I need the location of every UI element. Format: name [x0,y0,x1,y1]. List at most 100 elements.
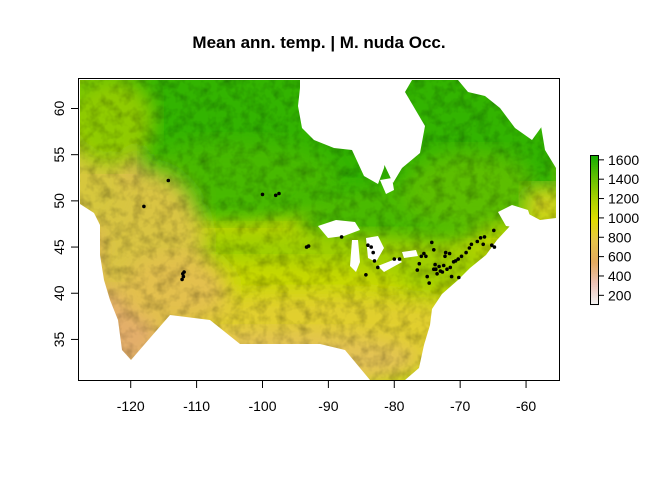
legend-color-step [590,241,599,244]
occurrence-point [371,250,376,255]
legend-color-step [590,207,599,210]
occurrence-point [437,264,441,269]
x-tick-label: -70 [450,398,470,414]
legend-color-step [590,198,599,201]
occurrence-point [277,191,281,196]
occurrence-point [430,240,434,245]
legend-color-step [590,293,599,297]
occurrence-point [306,244,311,248]
legend-color-step [590,252,599,255]
legend-color-step [590,269,599,272]
y-tick-label: 45 [51,239,67,255]
occurrence-point [467,246,472,250]
legend-color-step [590,216,599,220]
legend-color-step [590,205,599,209]
legend-color-step [590,194,599,197]
legend-color-step [590,235,599,239]
legend-color-step [590,291,599,295]
water-bodies [298,80,548,272]
labrador-sea [458,80,548,140]
legend-color-step [590,273,599,276]
occurrence-point [432,267,436,272]
occurrence-point [427,281,432,285]
legend-color-step [590,192,599,195]
legend-color-step [590,166,599,169]
lake-erie [378,258,402,272]
legend-color-step [590,267,599,270]
legend-tick-label: 1600 [608,152,639,168]
legend-color-step [590,185,599,188]
occurrence-point [181,274,186,279]
legend-color-step [590,245,599,248]
legend-color-step [590,290,599,293]
legend-color-step [590,177,599,180]
occurrence-point [142,204,146,209]
james-bay [380,178,394,194]
occurrence-point [459,254,464,259]
legend-color-step [590,271,599,274]
legend-color-step [590,168,599,171]
occurrence-point [432,248,436,252]
occurrence-point [376,265,380,270]
lake-huron [366,236,384,262]
occurrence-point [457,275,461,280]
occurrence-point [425,274,430,279]
occurrence-point [273,193,278,198]
legend-color-step [590,301,599,304]
legend-color-step [590,280,599,284]
occurrence-point [475,239,480,244]
x-tick-label: -90 [318,398,338,414]
lake-superior [318,220,360,238]
legend-color-step [590,155,599,158]
legend-color-step [590,158,599,162]
y-tick-label: 50 [51,193,67,209]
legend-tick-label: 600 [608,249,632,265]
occurrence-point [182,270,186,274]
legend-color-step [590,228,599,231]
legend-color-step [590,173,599,177]
legend-color-step [590,231,599,235]
legend-color-step [590,218,599,222]
occurrence-point [443,254,447,259]
legend-tick-label: 1400 [608,171,639,187]
legend-color-step [590,188,599,192]
occurrence-point [478,236,483,240]
legend-color-step [590,156,599,160]
map-title: Mean ann. temp. | M. nuda Occ. [192,33,445,52]
legend-frame [590,155,599,305]
occurrence-point [392,257,397,261]
occurrence-point [490,243,494,247]
occurrence-point [419,254,424,259]
legend-color-step [590,201,599,205]
x-tick-label: -80 [384,398,404,414]
occurrence-point [445,267,449,272]
occurrence-point [417,261,422,266]
legend-color-step [590,276,599,280]
y-tick-label: 40 [51,285,67,301]
legend-color-step [590,226,599,229]
occurrence-point [424,254,428,259]
legend-color-step [590,160,599,164]
legend-color-step [590,261,599,265]
legend-color-step [590,263,599,267]
legend-color-step [590,200,599,203]
legend-color-step [590,278,599,282]
legend-color-step [590,224,599,227]
occurrence-point [492,228,496,233]
legend-color-step [590,175,599,179]
legend-color-step [590,190,599,194]
occurrence-point [469,242,474,247]
legend-color-step [590,162,599,165]
occurrence-point [441,263,446,268]
legend-color-step [590,171,599,175]
occurrence-point [339,235,344,239]
legend-color-step [590,256,599,259]
axes: -120 -110 -100 -90 -80 -70 -60 35 40 45 50 55 60 [51,100,536,414]
legend-color-step [590,186,599,190]
legend-color-step [590,181,599,184]
legend-color-step [590,170,599,173]
occurrence-point [422,251,426,256]
legend-tick-label: 400 [608,268,632,284]
occurrence-point [415,268,420,272]
